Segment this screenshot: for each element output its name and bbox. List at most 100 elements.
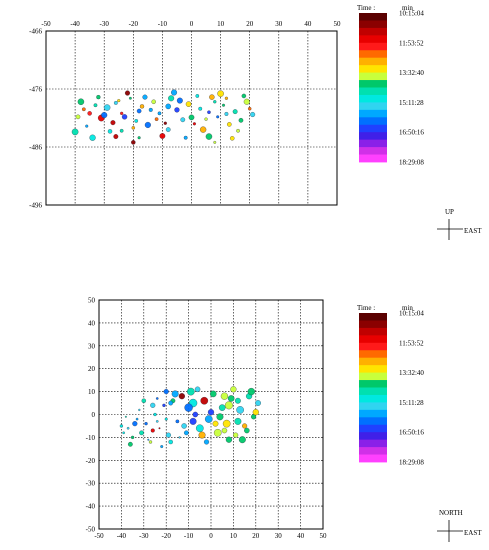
data-point — [205, 133, 213, 140]
colorbar-swatch — [359, 20, 387, 29]
data-point — [147, 438, 150, 441]
colorbar-swatch — [359, 102, 387, 111]
y-tick-label: -40 — [86, 503, 96, 511]
colorbar-swatch — [359, 409, 387, 418]
data-point — [171, 390, 179, 398]
colorbar-swatch — [359, 335, 387, 344]
data-point — [174, 107, 180, 113]
data-point — [117, 99, 121, 103]
data-point — [75, 114, 81, 120]
y-tick-label: 50 — [88, 297, 96, 305]
x-tick-label: 40 — [304, 20, 312, 28]
y-tick-label: -30 — [86, 480, 96, 488]
data-point — [168, 400, 174, 406]
data-point — [234, 397, 241, 404]
data-point — [150, 402, 156, 408]
colorbar-tick-label: 15:11:28 — [399, 399, 424, 407]
data-point — [153, 412, 157, 417]
data-point — [122, 431, 125, 435]
colorbar-swatch — [359, 147, 387, 155]
colorbar-swatch — [359, 72, 387, 81]
data-point — [213, 429, 222, 437]
x-tick-label: -30 — [139, 532, 149, 540]
data-point — [162, 403, 166, 407]
data-point — [224, 401, 233, 410]
data-point — [242, 423, 248, 429]
data-point — [189, 417, 197, 425]
data-point — [213, 100, 217, 104]
data-point — [195, 94, 200, 98]
data-point — [138, 408, 141, 412]
colorbar-swatch — [359, 424, 387, 433]
data-point — [217, 90, 224, 97]
data-point — [187, 387, 195, 396]
colorbar-tick-label: 13:32:40 — [399, 369, 424, 377]
data-point — [224, 111, 229, 116]
compass-up-label: UP — [445, 208, 454, 216]
colorbar-blocks-2 — [359, 313, 387, 463]
data-point — [195, 424, 204, 433]
colorbar-swatch — [359, 80, 387, 88]
colorbar-swatch — [359, 27, 387, 36]
data-point — [236, 406, 244, 414]
data-point — [247, 107, 252, 111]
colorbar-unit-label-2: min — [402, 304, 413, 312]
data-point — [130, 435, 135, 440]
plan-view-ticks: -50 -40 -30 -20 -10 0 10 20 30 40 50 50 40 30 20 10 0 -10… — [86, 297, 327, 541]
colorbar-swatch — [359, 117, 387, 126]
data-point — [168, 95, 175, 102]
x-tick-label: -10 — [158, 20, 168, 28]
data-point — [207, 110, 211, 114]
data-point — [227, 395, 235, 402]
colorbar-tick-label: 16:50:16 — [399, 429, 424, 437]
colorbar-tick-label: 18:29:08 — [399, 459, 424, 467]
data-point — [150, 428, 155, 433]
data-point — [255, 400, 261, 406]
y-tick-label: 20 — [88, 365, 96, 373]
data-point — [142, 94, 148, 100]
data-point — [131, 140, 136, 145]
side-view-ticks: -50 -40 -30 -20 -10 0 10 20 30 40 50 -466 -476 -486 -4… — [29, 20, 341, 210]
data-point — [165, 103, 171, 110]
data-point — [135, 417, 139, 421]
x-tick-label: -40 — [117, 532, 127, 540]
y-tick-label: -20 — [86, 457, 96, 465]
colorbar-swatch — [359, 417, 387, 426]
colorbar-tick-label: 10:15:04 — [399, 10, 424, 18]
data-point — [188, 114, 195, 121]
colorbar-swatch — [359, 65, 387, 73]
colorbar-swatch — [359, 372, 387, 381]
colorbar-swatch — [359, 132, 387, 141]
colorbar-swatch — [359, 35, 387, 44]
data-point — [192, 122, 196, 126]
x-tick-label: -50 — [41, 20, 51, 28]
colorbar-swatch — [359, 342, 387, 351]
data-point — [212, 420, 219, 427]
x-tick-label: 30 — [275, 20, 283, 28]
data-point — [131, 126, 136, 130]
data-point — [216, 115, 220, 119]
data-point — [113, 101, 118, 105]
colorbar-swatch — [359, 454, 387, 463]
colorbar-swatch — [359, 57, 387, 66]
data-point — [148, 107, 153, 112]
data-point — [124, 415, 127, 418]
data-point — [157, 111, 162, 116]
colorbar-tick-label: 11:53:52 — [399, 339, 424, 347]
data-point — [120, 111, 124, 115]
colorbar-swatch — [359, 357, 387, 366]
colorbar-swatch — [359, 320, 387, 329]
data-point — [154, 117, 159, 121]
data-point — [220, 392, 229, 400]
data-point — [199, 126, 207, 133]
colorbar-blocks — [359, 13, 387, 163]
data-point — [209, 94, 215, 100]
data-point — [175, 419, 180, 424]
data-point — [209, 390, 217, 398]
data-point — [224, 96, 229, 100]
data-point — [160, 445, 164, 449]
data-point — [155, 397, 159, 400]
data-point — [221, 427, 228, 434]
colorbar-tick-labels-2: 10:15:04 11:53:52 13:32:40 15:11:28 16:50:16… — [399, 310, 424, 467]
